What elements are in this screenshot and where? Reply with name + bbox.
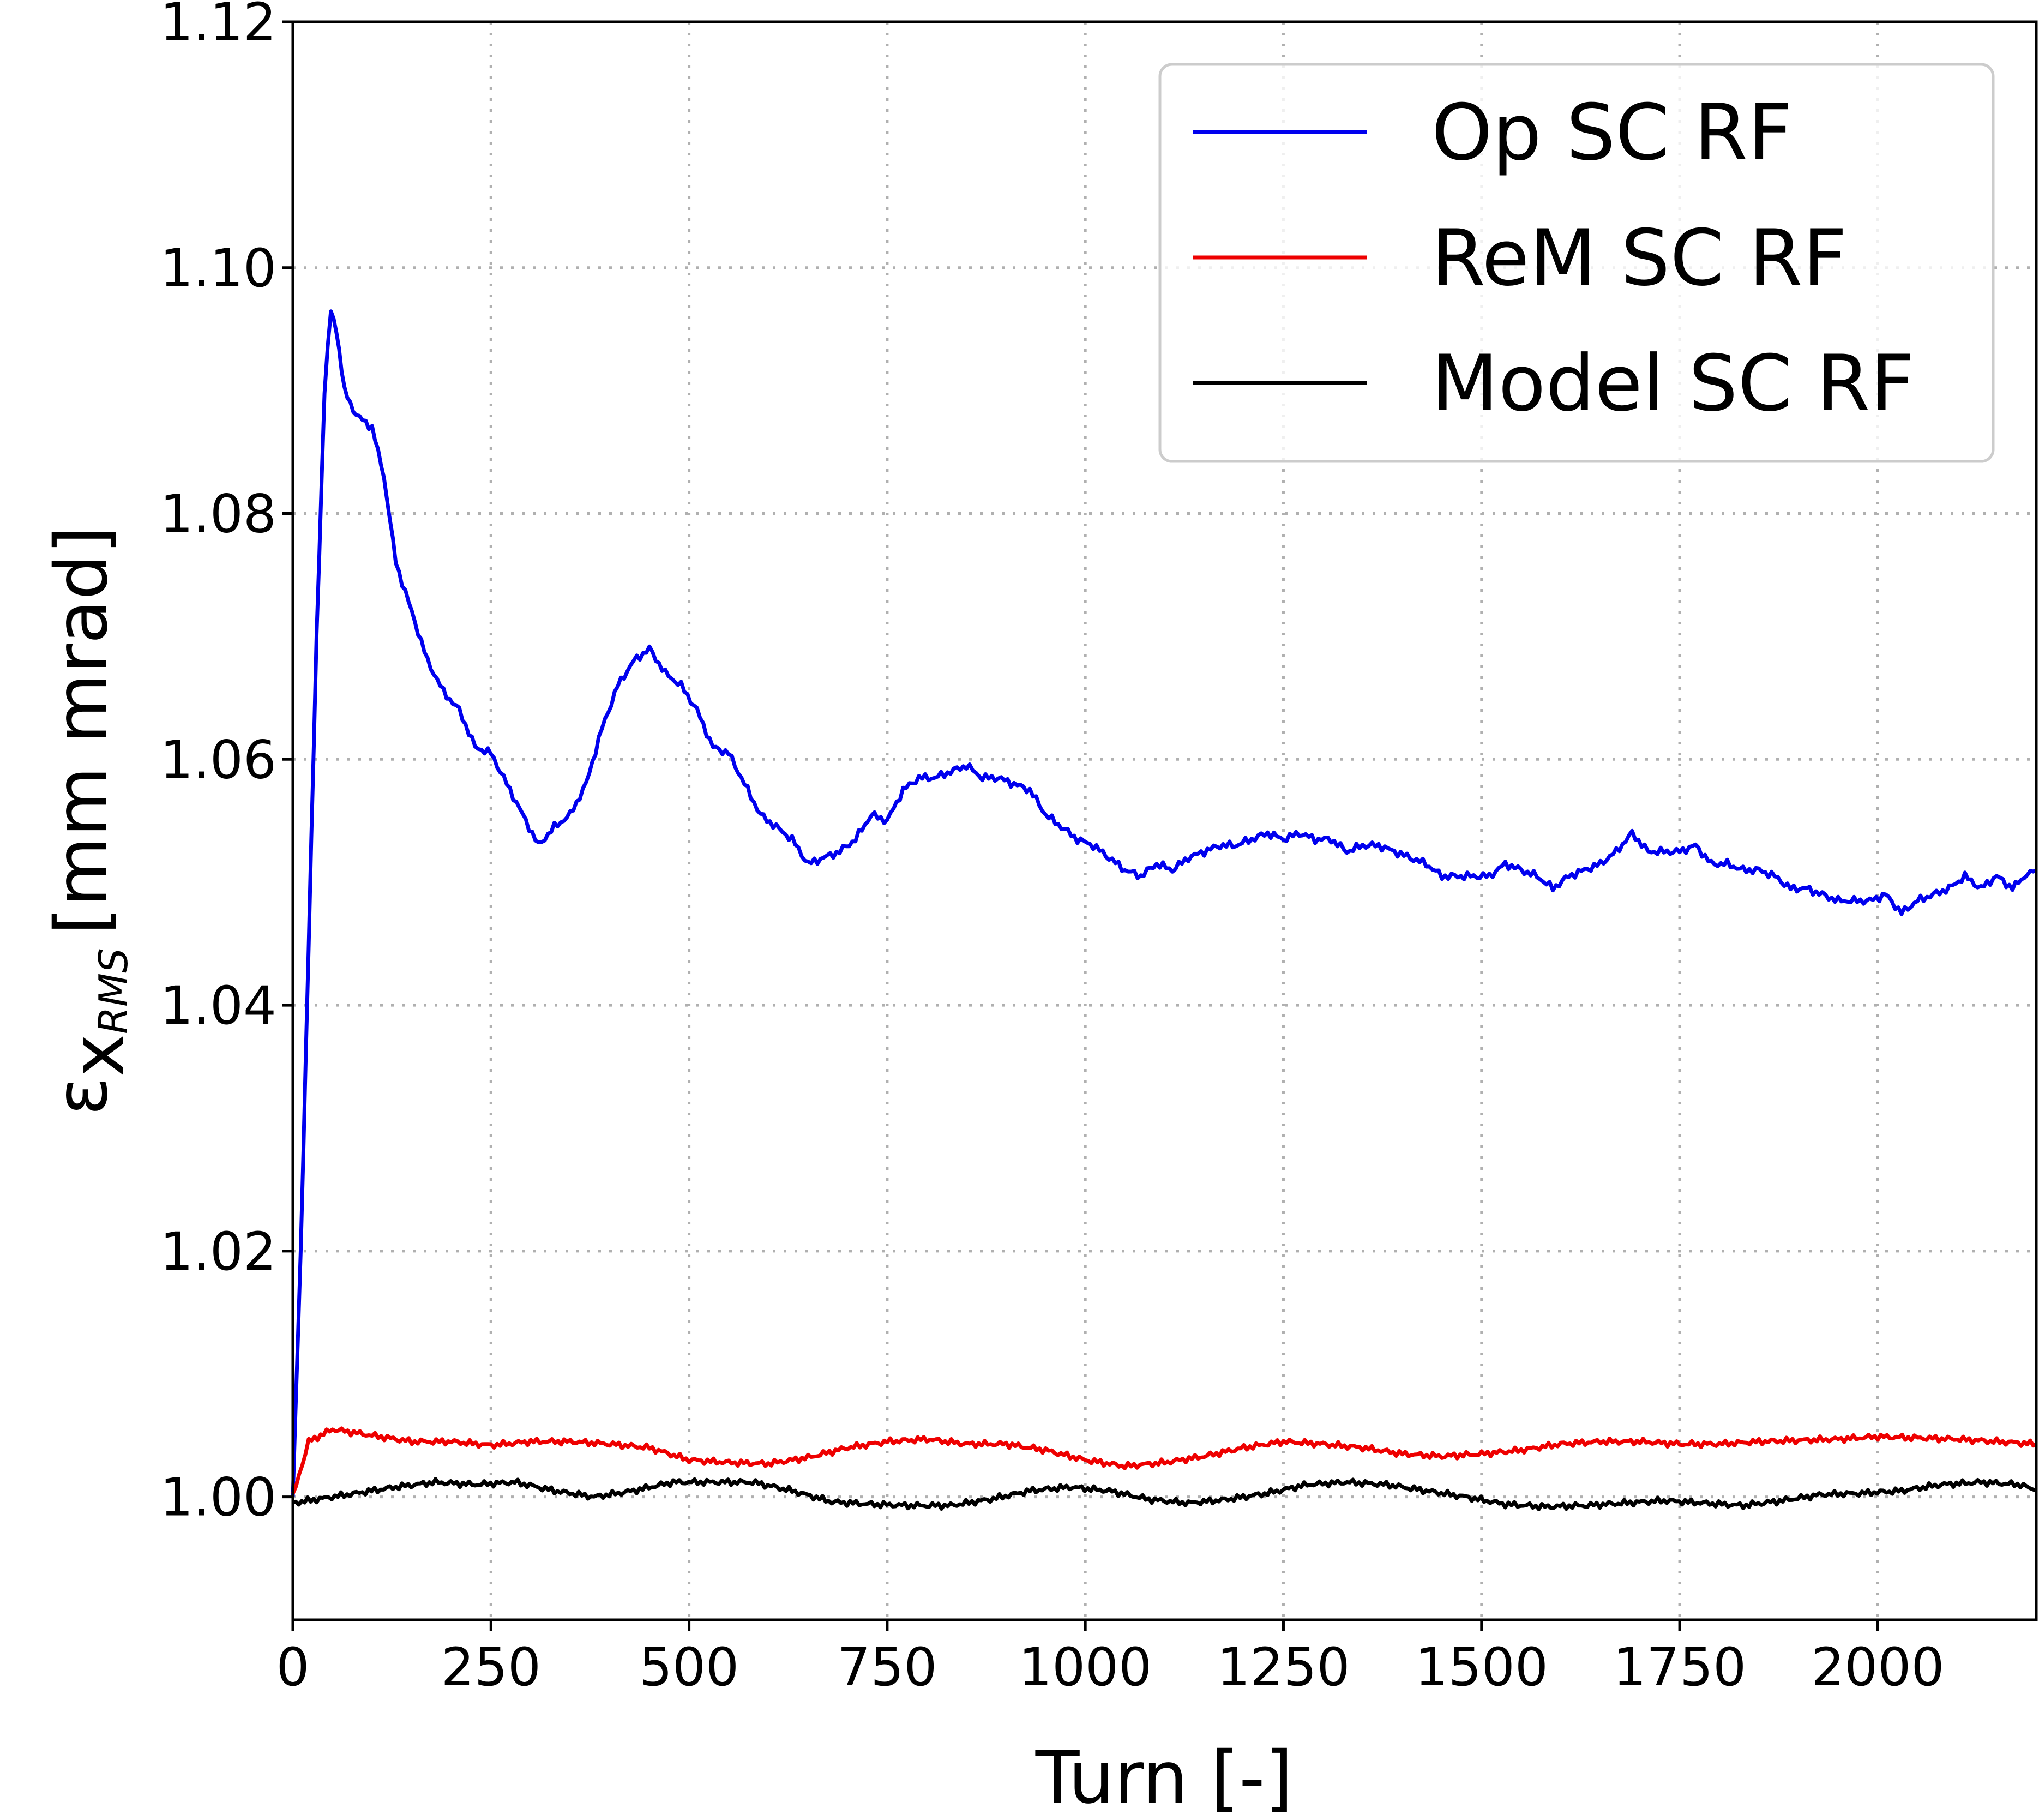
y-tick-label: 1.04: [160, 975, 276, 1036]
legend: Op SC RF ReM SC RF Model SC RF: [1158, 63, 1995, 463]
x-tick-label: 1500: [1415, 1637, 1548, 1698]
svg-text:εxRMS[mm mrad]: εxRMS [mm mrad]: [40, 526, 140, 1116]
y-axis-units: [mm mrad]: [40, 526, 124, 935]
plot-frame: [291, 20, 2038, 1621]
y-axis-label: εxRMS [mm mrad]: [40, 526, 140, 1116]
y-tick-label: 1.08: [160, 484, 276, 545]
y-tick-label: 1.10: [160, 238, 276, 299]
y-axis-symbol: ε: [40, 1077, 124, 1115]
x-tick-label: 0: [276, 1637, 309, 1698]
legend-box: [1158, 63, 1995, 463]
series-line-op-sc-rf: [291, 309, 2037, 1497]
ticks: 0 250 500 750 1000 1250 1500 1750 2000 1.00 1.02 1.…: [160, 0, 1944, 1698]
x-axis-label: Turn [-]: [1035, 1736, 1293, 1820]
x-tick-label: 1000: [1019, 1637, 1152, 1698]
x-tick-label: 250: [441, 1637, 541, 1698]
x-tick-label: 2000: [1811, 1637, 1944, 1698]
y-tick-label: 1.06: [160, 729, 276, 790]
x-tick-label: 500: [639, 1637, 739, 1698]
legend-label-model-sc-rf: Model SC RF: [1431, 339, 1915, 429]
x-tick-label: 1750: [1613, 1637, 1746, 1698]
y-tick-label: 1.00: [160, 1467, 276, 1528]
y-axis-subsubscript: RMS: [91, 948, 136, 1034]
legend-label-rem-sc-rf: ReM SC RF: [1431, 213, 1847, 303]
x-tick-label: 750: [837, 1637, 937, 1698]
x-tick-label: 1250: [1217, 1637, 1350, 1698]
y-tick-label: 1.02: [160, 1221, 276, 1282]
series-group: [291, 309, 2037, 1511]
y-axis-subscript: x: [56, 1034, 140, 1077]
series-line-rem-sc-rf: [291, 1426, 2037, 1495]
series-line-model-sc-rf: [292, 1477, 2037, 1511]
y-tick-label: 1.12: [160, 0, 276, 53]
legend-label-op-sc-rf: Op SC RF: [1431, 88, 1793, 178]
